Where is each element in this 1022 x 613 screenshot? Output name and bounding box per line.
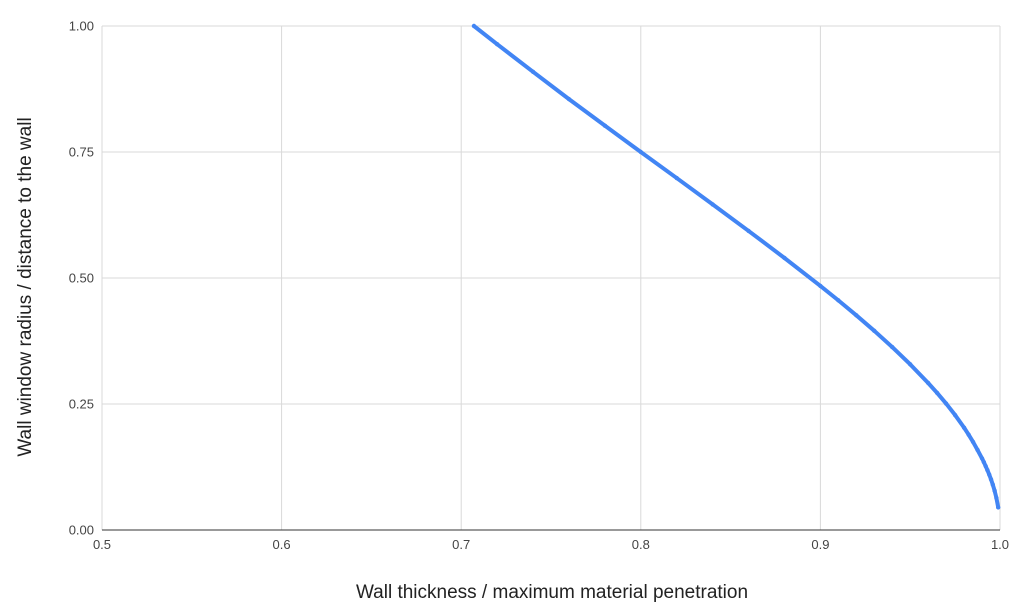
data-point [985,467,990,473]
data-point [566,96,572,102]
data-point [975,447,980,453]
data-point [710,202,715,207]
x-tick-label: 0.9 [811,537,829,552]
data-point [994,495,999,501]
data-point [746,228,751,234]
data-point [872,328,877,334]
data-point [983,463,988,469]
data-point [925,380,931,386]
x-tick-label: 0.5 [93,537,111,552]
data-point [530,69,536,75]
y-tick-label: 0.25 [69,397,94,412]
x-tick-label: 0.7 [452,537,470,552]
data-point [990,482,996,487]
data-point [818,283,823,289]
data-point [988,477,994,482]
y-tick-label: 0.00 [69,523,94,538]
tick-labels: 0.5 0.6 0.7 0.8 0.9 1.0 0.00 0.25 0.50 0.75 1.00 [69,19,1009,553]
y-tick-label: 0.50 [69,271,94,286]
data-point [854,313,859,318]
data-point [966,432,971,437]
data-point [674,175,679,181]
data-point [996,505,1001,510]
data-point [981,459,987,465]
data-point [992,488,997,493]
y-tick-label: 1.00 [69,19,94,34]
x-tick-label: 1.0 [991,537,1009,552]
data-point [494,41,500,47]
data-point [602,123,608,128]
grid-lines [101,25,1001,530]
data-point [890,344,895,350]
x-axis-title: Wall thickness / maximum material penetr… [356,582,748,603]
data-point [934,390,940,396]
data-point [782,255,787,261]
series-layer [471,23,1001,510]
data-point [970,439,976,445]
data-point [943,401,949,406]
x-tick-label: 0.6 [273,537,291,552]
data-point [952,412,958,418]
data-point [961,425,967,430]
y-tick-label: 0.75 [69,145,94,160]
data-point [638,149,643,155]
data-point [979,456,985,461]
series-line [471,24,1001,510]
data-point [987,472,992,477]
y-axis-title: Wall window radius / distance to the wal… [15,117,36,456]
data-point [471,23,477,29]
data-point [908,362,913,367]
x-tick-label: 0.8 [632,537,650,552]
data-point [836,298,841,303]
